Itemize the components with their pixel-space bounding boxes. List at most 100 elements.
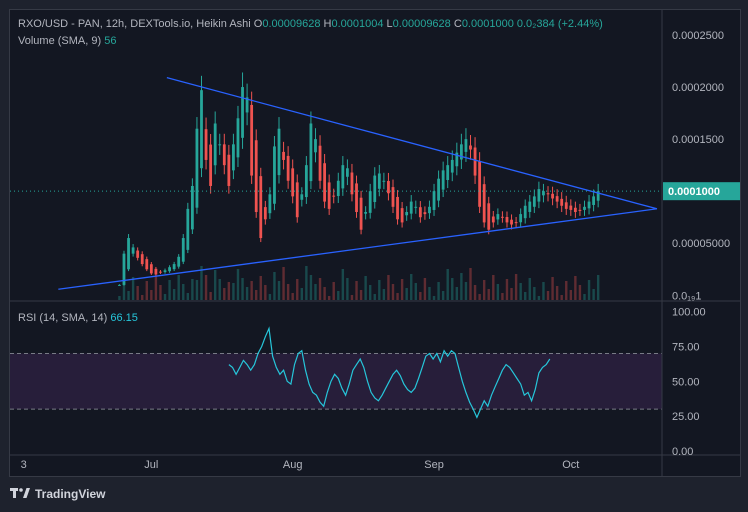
- candle-body[interactable]: [519, 214, 523, 223]
- candle-body[interactable]: [227, 154, 231, 186]
- candle-body[interactable]: [596, 191, 600, 201]
- candle-body[interactable]: [373, 175, 377, 203]
- volume-label[interactable]: Volume (SMA, 9): [18, 35, 102, 47]
- symbol-label[interactable]: RXO/USD - PAN, 12h, DEXTools.io, Heikin …: [18, 18, 251, 30]
- candle-body[interactable]: [318, 145, 322, 181]
- trendlines[interactable]: [58, 77, 658, 290]
- candle-body[interactable]: [523, 205, 527, 219]
- candle-body[interactable]: [473, 147, 477, 176]
- candle-body[interactable]: [560, 198, 564, 206]
- candle-body[interactable]: [542, 191, 545, 196]
- candle-body[interactable]: [496, 214, 500, 220]
- candle-body[interactable]: [546, 193, 550, 195]
- candle-body[interactable]: [377, 173, 381, 189]
- candle-body[interactable]: [414, 206, 418, 208]
- candle-body[interactable]: [314, 139, 317, 153]
- tradingview-logo-icon[interactable]: [10, 488, 30, 500]
- candle-body[interactable]: [168, 267, 171, 272]
- candle-body[interactable]: [482, 184, 486, 223]
- candle-body[interactable]: [396, 196, 399, 220]
- candle-body[interactable]: [177, 256, 181, 267]
- candle-body[interactable]: [464, 139, 468, 152]
- candle-body[interactable]: [218, 144, 222, 146]
- candle-body[interactable]: [391, 187, 395, 207]
- candle-body[interactable]: [131, 247, 135, 254]
- candle-body[interactable]: [118, 284, 121, 286]
- candle-body[interactable]: [268, 194, 272, 214]
- candle-body[interactable]: [200, 90, 203, 169]
- candle-body[interactable]: [209, 144, 213, 186]
- candle-body[interactable]: [578, 209, 582, 211]
- candle-body[interactable]: [487, 203, 491, 230]
- candle-body[interactable]: [222, 144, 226, 166]
- candle-body[interactable]: [172, 264, 176, 270]
- candle-body[interactable]: [232, 144, 235, 171]
- candle-body[interactable]: [368, 191, 372, 213]
- candle-body[interactable]: [437, 178, 440, 201]
- candle-body[interactable]: [304, 165, 308, 198]
- candle-body[interactable]: [387, 180, 390, 194]
- candle-body[interactable]: [355, 183, 358, 213]
- candle-body[interactable]: [592, 196, 596, 205]
- candle-body[interactable]: [336, 180, 340, 197]
- candle-body[interactable]: [286, 155, 290, 181]
- support-trendline[interactable]: [58, 208, 658, 290]
- candle-body[interactable]: [510, 219, 513, 225]
- candle-body[interactable]: [428, 206, 431, 214]
- candle-body[interactable]: [405, 212, 409, 216]
- candle-body[interactable]: [327, 182, 331, 209]
- candle-body[interactable]: [154, 268, 158, 275]
- candle-body[interactable]: [323, 163, 327, 202]
- candle-body[interactable]: [551, 193, 554, 199]
- candle-body[interactable]: [295, 182, 299, 218]
- candle-body[interactable]: [332, 195, 336, 197]
- candle-body[interactable]: [455, 152, 459, 167]
- candle-body[interactable]: [345, 168, 349, 177]
- candle-body[interactable]: [236, 118, 240, 158]
- candle-body[interactable]: [441, 170, 445, 190]
- candle-body[interactable]: [159, 271, 162, 273]
- candle-body[interactable]: [432, 191, 436, 210]
- candle-body[interactable]: [382, 180, 386, 182]
- candle-body[interactable]: [300, 194, 304, 200]
- candle-body[interactable]: [241, 87, 244, 138]
- candle-body[interactable]: [409, 201, 413, 214]
- candle-body[interactable]: [501, 216, 504, 218]
- candle-body[interactable]: [505, 216, 509, 223]
- candle-body[interactable]: [127, 238, 130, 270]
- candle-body[interactable]: [309, 123, 313, 182]
- candle-body[interactable]: [195, 128, 199, 208]
- candle-body[interactable]: [537, 189, 541, 202]
- candle-body[interactable]: [446, 165, 450, 180]
- chart-canvas[interactable]: 0.0002500 0.0002000 0.0001500 0.0001000 0.00…: [10, 10, 741, 477]
- candle-body[interactable]: [423, 212, 427, 215]
- candle-body[interactable]: [259, 176, 263, 239]
- candle-body[interactable]: [564, 202, 568, 209]
- candle-body[interactable]: [350, 172, 354, 195]
- brand-name[interactable]: TradingView: [35, 487, 106, 501]
- candles[interactable]: [118, 72, 600, 286]
- candle-body[interactable]: [122, 253, 126, 285]
- candle-body[interactable]: [587, 201, 591, 209]
- candle-body[interactable]: [136, 250, 140, 258]
- candle-body[interactable]: [204, 129, 208, 160]
- candle-body[interactable]: [149, 264, 153, 274]
- candle-body[interactable]: [277, 128, 281, 176]
- candle-body[interactable]: [364, 212, 368, 214]
- candle-body[interactable]: [469, 145, 472, 150]
- candle-body[interactable]: [263, 207, 267, 220]
- candle-body[interactable]: [569, 205, 573, 210]
- candle-body[interactable]: [245, 97, 249, 113]
- candle-body[interactable]: [478, 161, 482, 207]
- candle-body[interactable]: [573, 207, 577, 213]
- candle-body[interactable]: [282, 151, 285, 160]
- candle-body[interactable]: [163, 270, 167, 273]
- candle-body[interactable]: [450, 159, 454, 173]
- candle-body[interactable]: [418, 207, 422, 218]
- candle-body[interactable]: [491, 216, 495, 223]
- candle-body[interactable]: [514, 222, 518, 224]
- candle-body[interactable]: [532, 196, 536, 207]
- candle-body[interactable]: [145, 259, 149, 270]
- candle-body[interactable]: [359, 197, 363, 230]
- candle-body[interactable]: [254, 140, 258, 213]
